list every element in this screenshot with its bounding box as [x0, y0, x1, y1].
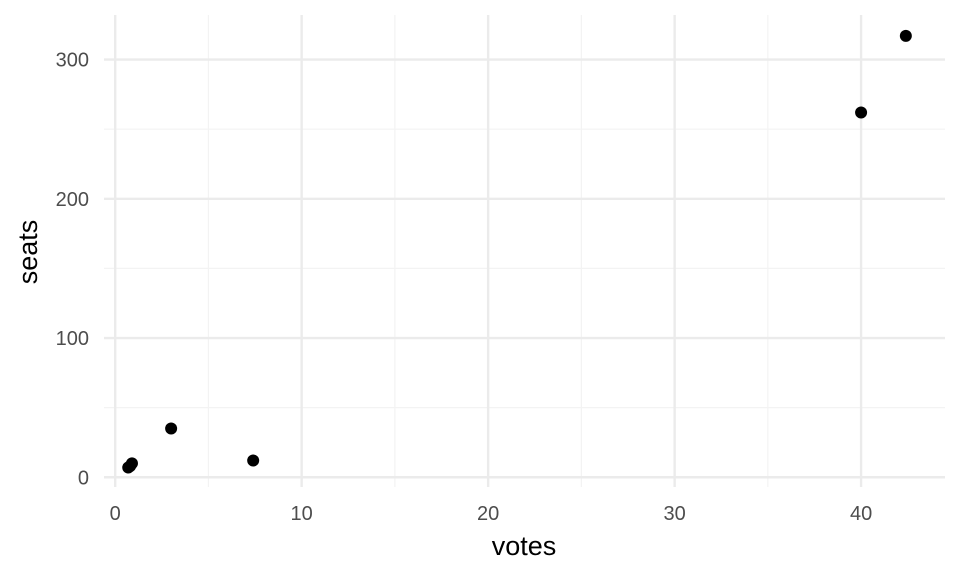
x-tick-label: 40	[850, 503, 872, 525]
data-point	[247, 454, 260, 467]
y-tick-label: 100	[56, 328, 89, 350]
y-axis-title: seats	[13, 220, 43, 285]
major-grid	[104, 15, 945, 487]
x-tick-label: 10	[291, 503, 313, 525]
minor-grid	[104, 15, 945, 487]
x-tick-label: 0	[110, 503, 121, 525]
y-axis-ticks: 0 100 200 300	[56, 50, 89, 490]
y-tick-label: 0	[78, 467, 89, 489]
data-point	[165, 422, 178, 435]
x-axis-title: votes	[492, 531, 557, 561]
data-point	[855, 106, 868, 119]
x-axis-ticks: 0 10 20 30 40	[110, 503, 873, 525]
data-points	[122, 29, 912, 474]
y-tick-label: 200	[56, 189, 89, 211]
data-point	[125, 457, 138, 470]
y-tick-label: 300	[56, 50, 89, 72]
x-tick-label: 20	[477, 503, 499, 525]
x-tick-label: 30	[663, 503, 685, 525]
data-point	[899, 29, 912, 42]
